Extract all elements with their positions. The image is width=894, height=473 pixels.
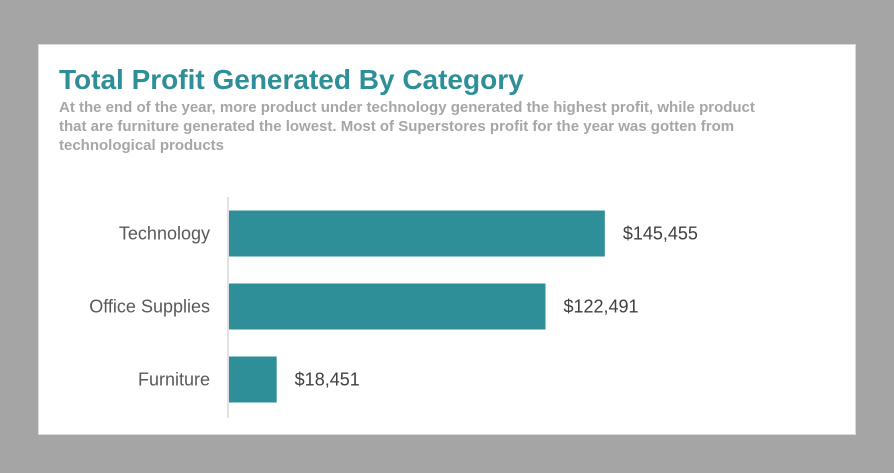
chart-title: Total Profit Generated By Category xyxy=(59,64,524,95)
chart-card: Total Profit Generated By Category At th… xyxy=(38,44,856,435)
bar-office-supplies[interactable] xyxy=(229,283,546,330)
value-label: $18,451 xyxy=(295,370,360,390)
value-label: $145,455 xyxy=(623,224,698,244)
category-label: Office Supplies xyxy=(89,297,210,317)
value-label: $122,491 xyxy=(563,297,638,317)
bar-furniture[interactable] xyxy=(229,356,277,403)
chart-subtitle: At the end of the year, more product und… xyxy=(59,99,755,154)
bar-chart: Technology $145,455 Office Supplies $122,49… xyxy=(89,197,698,418)
bar-technology[interactable] xyxy=(229,210,605,257)
category-label: Furniture xyxy=(138,370,210,390)
category-label: Technology xyxy=(119,224,210,244)
